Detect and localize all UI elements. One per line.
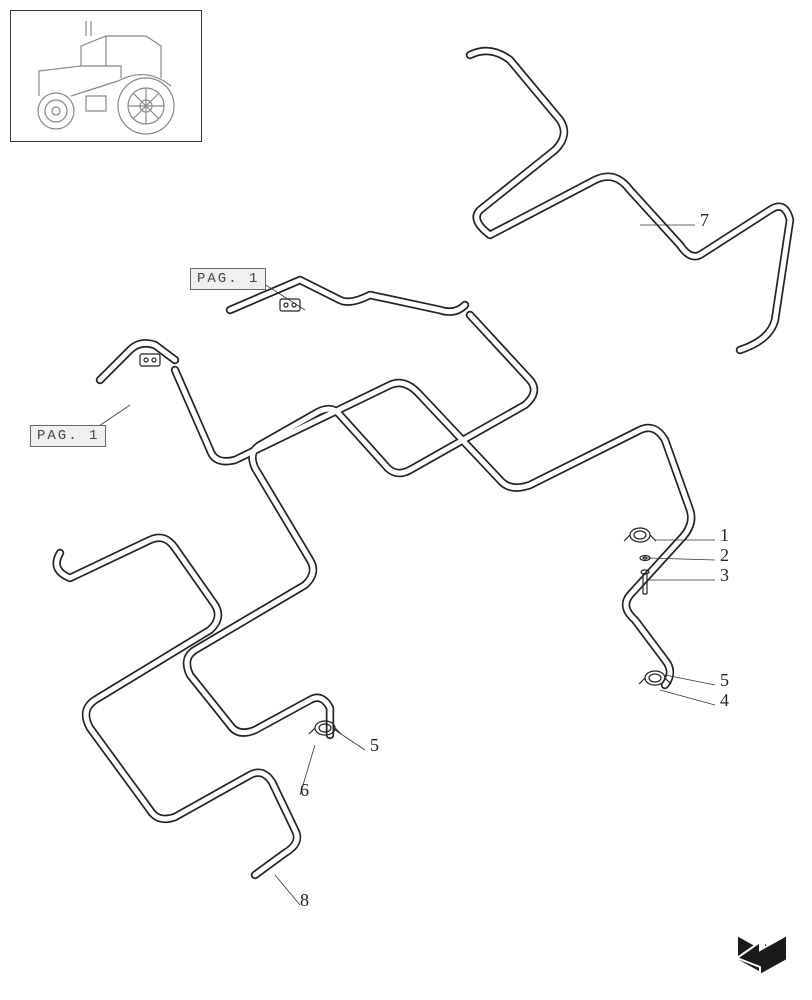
callout-number: 6	[300, 780, 309, 801]
callout-number: 1	[720, 525, 729, 546]
callout-number: 4	[720, 690, 729, 711]
callout-number: 7	[700, 210, 709, 231]
page-ref-1: PAG. 1	[190, 268, 266, 290]
next-page-arrow-icon[interactable]	[732, 930, 792, 980]
callout-number: 5	[370, 735, 379, 756]
diagram-canvas	[0, 0, 812, 1000]
callout-number: 8	[300, 890, 309, 911]
callout-number: 3	[720, 565, 729, 586]
page-ref-2: PAG. 1	[30, 425, 106, 447]
callout-number: 5	[720, 670, 729, 691]
callout-number: 2	[720, 545, 729, 566]
